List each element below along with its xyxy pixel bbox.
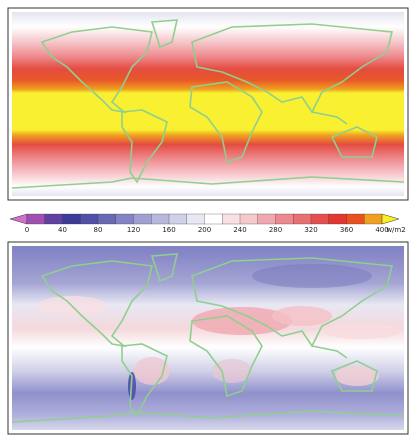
colorbar-under bbox=[9, 213, 28, 225]
colorbar-segment bbox=[310, 213, 330, 225]
colorbar-tick-label: 120 bbox=[127, 226, 140, 234]
colorbar-tick-label: 40 bbox=[58, 226, 67, 234]
colorbar-segment bbox=[151, 213, 170, 225]
colorbar-segment bbox=[133, 213, 152, 225]
colorbar-tick-label: 280 bbox=[269, 226, 282, 234]
colorbar-segment bbox=[44, 213, 63, 225]
colorbar-segment bbox=[328, 213, 347, 225]
colorbar-over bbox=[381, 213, 400, 225]
colorbar-tick-label: 400 bbox=[375, 226, 388, 234]
colorbar-segment bbox=[346, 213, 365, 225]
colorbar-segment bbox=[62, 213, 81, 225]
colorbar-segment bbox=[293, 213, 312, 225]
colorbar-segment bbox=[257, 213, 276, 225]
colorbar-tick-label: 0 bbox=[25, 226, 29, 234]
top-map bbox=[11, 12, 405, 196]
colorbar-segment bbox=[80, 213, 99, 225]
colorbar-segment bbox=[364, 213, 383, 225]
colorbar-segment bbox=[186, 213, 205, 225]
colorbar-segment bbox=[97, 213, 117, 225]
colorbar-segment bbox=[26, 213, 46, 225]
bottom-map bbox=[11, 246, 405, 430]
colorbar-segment bbox=[168, 213, 188, 225]
colorbar-segment bbox=[275, 213, 294, 225]
colorbar-segment bbox=[222, 213, 241, 225]
colorbar-segment bbox=[204, 213, 223, 225]
colorbar-tick-label: 360 bbox=[340, 226, 353, 234]
colorbar-segment bbox=[239, 213, 259, 225]
colorbar-segment bbox=[115, 213, 134, 225]
colorbar-tick-label: 160 bbox=[162, 226, 175, 234]
colorbar-tick-label: 200 bbox=[198, 226, 211, 234]
colorbar-unit: w/m2 bbox=[386, 226, 405, 234]
colorbar-tick-label: 240 bbox=[233, 226, 246, 234]
colorbar-tick-label: 320 bbox=[304, 226, 317, 234]
colorbar-tick-label: 80 bbox=[94, 226, 103, 234]
